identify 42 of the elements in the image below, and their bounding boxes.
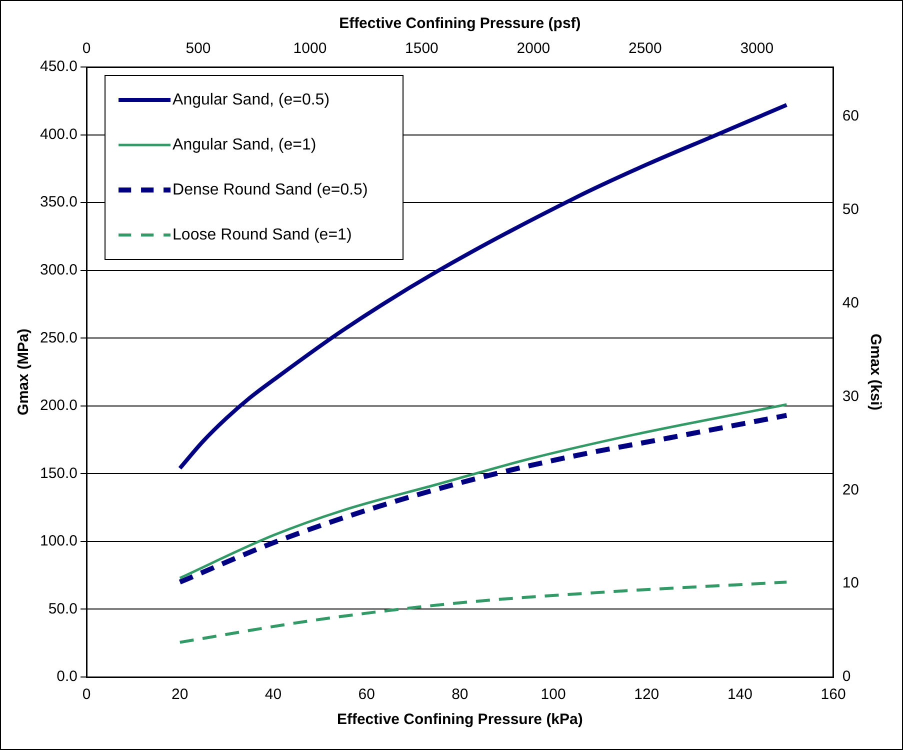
y-tick-label: 250.0 [40, 329, 78, 346]
y-tick-label: 300.0 [40, 261, 78, 278]
y2-tick-label: 0 [842, 668, 851, 686]
y-axis-title: Gmax (MPa) [15, 328, 32, 416]
y2-tick-label: 50 [842, 201, 860, 218]
y2-tick-label: 30 [842, 388, 860, 405]
line-series [178, 580, 788, 644]
x-tick-label: 140 [727, 686, 752, 704]
x2-tick-label: 1000 [293, 40, 327, 58]
y-tick-label: 350.0 [40, 194, 78, 211]
x-tick-label: 120 [634, 686, 660, 704]
x2-tick-label: 500 [186, 40, 211, 58]
legend-label: Angular Sand, (e=0.5) [172, 91, 330, 108]
y-tick-label: 200.0 [40, 397, 78, 414]
x-tick-label: 80 [452, 686, 468, 704]
x-tick-label: 100 [540, 686, 566, 704]
y2-tick-label: 10 [842, 574, 860, 592]
y-tick-label: 50.0 [48, 600, 78, 618]
x2-tick-label: 2000 [516, 40, 550, 58]
legend-label: Loose Round Sand (e=1) [172, 226, 352, 244]
y-tick-label: 0.0 [56, 668, 78, 686]
y2-axis-title: Gmax (ksi) [866, 334, 884, 410]
y2-tick-label: 60 [842, 108, 860, 125]
x-axis-title: Effective Confining Pressure (kPa) [336, 711, 583, 728]
x-tick-label: 20 [172, 686, 188, 704]
y-tick-label: 100.0 [40, 532, 78, 550]
x2-tick-label: 1500 [405, 40, 438, 58]
y-tick-label: 150.0 [40, 464, 78, 482]
x-tick-label: 40 [264, 686, 282, 704]
legend-label: Angular Sand, (e=1) [172, 136, 316, 154]
x2-tick-label: 3000 [740, 40, 774, 58]
x-tick-label: 0 [82, 686, 91, 704]
x-tick-label: 160 [820, 686, 846, 704]
x2-tick-label: 2500 [628, 40, 662, 58]
x2-axis-title: Effective Confining Pressure (psf) [339, 15, 581, 32]
x-tick-label: 60 [358, 686, 375, 704]
legend-label: Dense Round Sand (e=0.5) [172, 181, 368, 198]
y-tick-label: 400.0 [40, 126, 78, 143]
y2-tick-label: 40 [842, 294, 860, 312]
y-tick-label: 450.0 [40, 58, 78, 76]
x2-tick-label: 0 [82, 40, 91, 58]
y2-tick-label: 20 [842, 481, 860, 498]
